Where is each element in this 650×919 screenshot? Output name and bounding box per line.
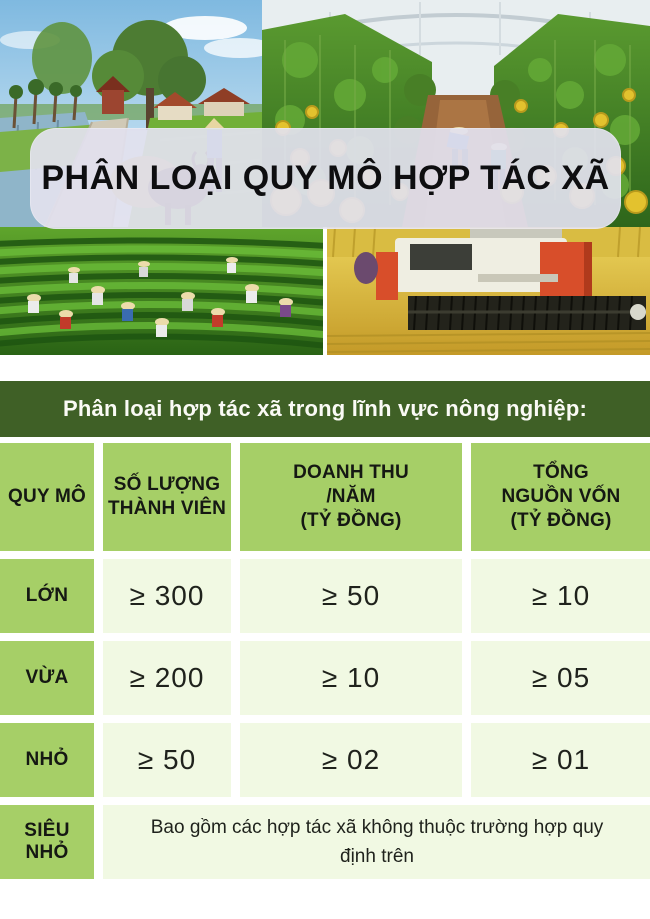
cell-large-capital: ≥ 10 [471, 559, 650, 633]
row-label-small: NHỎ [0, 723, 94, 797]
cell-small-revenue: ≥ 02 [240, 723, 462, 797]
photo-tea-field [0, 227, 323, 355]
spacer [0, 355, 650, 381]
section-header-label: Phân loại hợp tác xã trong lĩnh vực nông… [63, 396, 587, 421]
row-label-large: LỚN [0, 559, 94, 633]
col-header-members: SỐ LƯỢNG THÀNH VIÊN [103, 443, 231, 551]
row-label-micro: SIÊU NHỎ [0, 805, 94, 879]
cell-large-revenue: ≥ 50 [240, 559, 462, 633]
cell-medium-capital: ≥ 05 [471, 641, 650, 715]
cell-small-capital: ≥ 01 [471, 723, 650, 797]
cell-medium-members: ≥ 200 [103, 641, 231, 715]
col-header-revenue: DOANH THU /NĂM (TỶ ĐỒNG) [240, 443, 462, 551]
spacer [0, 437, 650, 443]
photo-harvester [327, 227, 650, 355]
photo-seam [323, 227, 327, 355]
classification-table: QUY MÔ SỐ LƯỢNG THÀNH VIÊN DOANH THU /NĂ… [0, 443, 650, 879]
row-label-medium: VỪA [0, 641, 94, 715]
poster-title: PHÂN LOẠI QUY MÔ HỢP TÁC XÃ [41, 159, 610, 197]
cell-medium-revenue: ≥ 10 [240, 641, 462, 715]
section-header-bar: Phân loại hợp tác xã trong lĩnh vực nông… [0, 381, 650, 437]
col-header-capital: TỔNG NGUỒN VỐN (TỶ ĐỒNG) [471, 443, 650, 551]
title-banner: PHÂN LOẠI QUY MÔ HỢP TÁC XÃ [30, 128, 621, 229]
tea-workers [27, 257, 293, 337]
col-header-scale: QUY MÔ [0, 443, 94, 551]
hero-collage: PHÂN LOẠI QUY MÔ HỢP TÁC XÃ [0, 0, 650, 355]
cell-micro-note: Bao gồm các hợp tác xã không thuộc trườn… [103, 805, 650, 879]
cell-large-members: ≥ 300 [103, 559, 231, 633]
cell-small-members: ≥ 50 [103, 723, 231, 797]
